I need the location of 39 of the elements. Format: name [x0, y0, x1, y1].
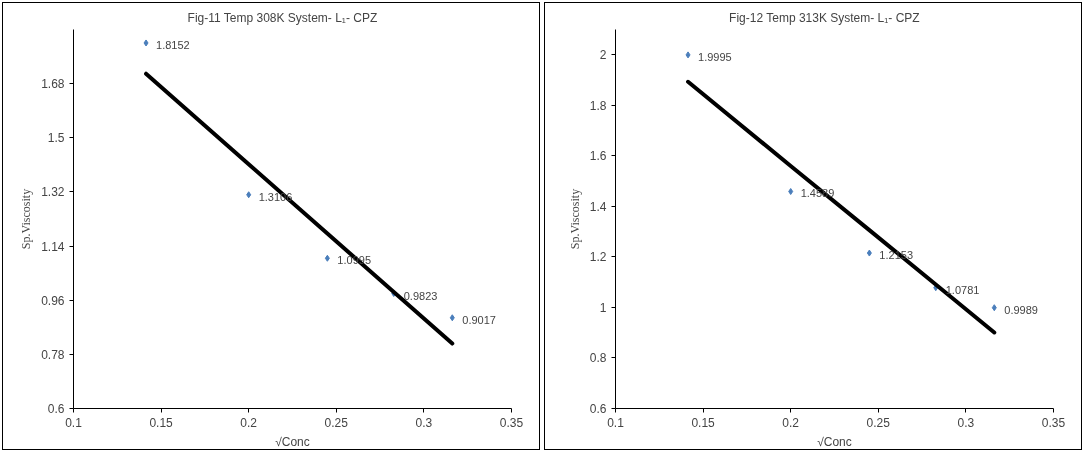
- y-axis-title: Sp.Viscosity: [19, 188, 34, 250]
- y-tick-label: 0.96: [41, 293, 65, 308]
- x-tick-label: 0.2: [782, 415, 800, 430]
- y-tick-label: 1.6: [589, 149, 607, 164]
- y-tick-label: 0.6: [47, 402, 65, 416]
- y-tick-label: 1: [599, 300, 607, 315]
- x-tick-label: 0.1: [607, 415, 625, 430]
- x-tick-label: 0.3: [957, 415, 975, 430]
- y-tick-label: 1.8: [589, 98, 607, 113]
- x-tick-label: 0.35: [1041, 415, 1066, 430]
- y-tick-label: 1.4: [589, 199, 607, 214]
- x-axis-title: √Conc: [817, 434, 852, 449]
- x-tick-label: 0.15: [691, 415, 716, 430]
- y-tick-label: 1.5: [47, 131, 65, 146]
- data-label: 1.8152: [156, 38, 190, 51]
- x-tick-label: 0.25: [324, 415, 349, 430]
- y-tick-label: 0.78: [41, 347, 65, 362]
- y-tick-label: 1.2: [589, 250, 607, 265]
- x-tick-label: 0.25: [866, 415, 891, 430]
- data-label: 1.9995: [698, 50, 732, 63]
- data-label: 0.9989: [1004, 303, 1038, 316]
- x-tick-label: 0.2: [240, 415, 258, 430]
- y-tick-label: 1.14: [41, 239, 65, 254]
- y-axis-title: Sp.Viscosity: [567, 188, 582, 250]
- x-tick-label: 0.35: [499, 415, 524, 430]
- data-label: 0.9823: [403, 289, 438, 302]
- x-tick-label: 0.3: [415, 415, 433, 430]
- y-tick-label: 0.8: [589, 351, 607, 366]
- data-label: 0.9017: [462, 313, 496, 326]
- y-tick-label: 0.6: [589, 402, 607, 416]
- chart-title: Fig-11 Temp 308K System- L₁- CPZ: [187, 10, 378, 25]
- chart-title: Fig-12 Temp 313K System- L₁- CPZ: [729, 10, 920, 25]
- x-tick-label: 0.1: [65, 415, 83, 430]
- data-label: 1.0781: [945, 283, 980, 296]
- y-tick-label: 1.68: [41, 77, 65, 92]
- y-tick-label: 2: [599, 48, 607, 63]
- y-tick-label: 1.32: [41, 185, 65, 200]
- x-tick-label: 0.15: [149, 415, 174, 430]
- x-axis-title: √Conc: [275, 434, 310, 449]
